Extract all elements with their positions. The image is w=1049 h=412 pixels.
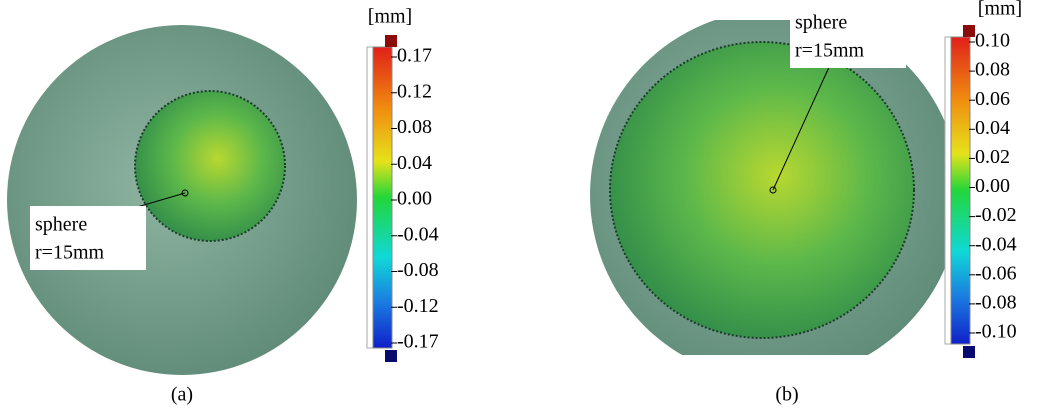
- tick-label: 0.06: [975, 88, 1010, 110]
- tick-label: 0.08: [397, 116, 432, 138]
- tick-label: -0.08: [975, 291, 1017, 313]
- tick-label: 0.08: [975, 59, 1010, 81]
- tick-label: 0.02: [975, 146, 1010, 168]
- tick-label: 0.00: [975, 175, 1010, 197]
- colorbar-min: [385, 350, 397, 362]
- caption: (a): [171, 384, 193, 406]
- tick-label: 0.00: [397, 188, 432, 210]
- deviation-map: [135, 91, 285, 241]
- colorbar-unit: [mm]: [978, 0, 1022, 20]
- tick-label: -0.08: [397, 259, 439, 281]
- tick-label: -0.17: [397, 331, 439, 353]
- figure: sphere r=15mm (a) sphere r=15mm (b) [mm]…: [0, 0, 1049, 412]
- colorbar-max: [385, 35, 397, 47]
- colorbar-min: [963, 346, 975, 358]
- caption: (b): [775, 384, 798, 406]
- tick-label: 0.10: [975, 30, 1010, 52]
- tick-label: 0.04: [397, 152, 432, 174]
- tick-label: -0.06: [975, 262, 1017, 284]
- annotation: sphere: [795, 12, 847, 34]
- annotation: r=15mm: [795, 40, 864, 62]
- colorbar: [373, 47, 392, 348]
- tick-label: -0.04: [397, 223, 439, 245]
- tick-label: -0.02: [975, 204, 1017, 226]
- tick-label: 0.17: [397, 45, 432, 67]
- annotation: r=15mm: [35, 242, 104, 264]
- annotation: sphere: [35, 214, 87, 236]
- colorbar: [951, 37, 970, 344]
- tick-label: -0.12: [397, 295, 439, 317]
- tick-label: 0.04: [975, 117, 1010, 139]
- colorbar-max: [963, 25, 975, 37]
- colorbar-unit: [mm]: [368, 6, 412, 28]
- tick-label: -0.04: [975, 233, 1017, 255]
- tick-label: -0.10: [975, 321, 1017, 343]
- tick-label: 0.12: [397, 80, 432, 102]
- deviation-map: [610, 42, 914, 338]
